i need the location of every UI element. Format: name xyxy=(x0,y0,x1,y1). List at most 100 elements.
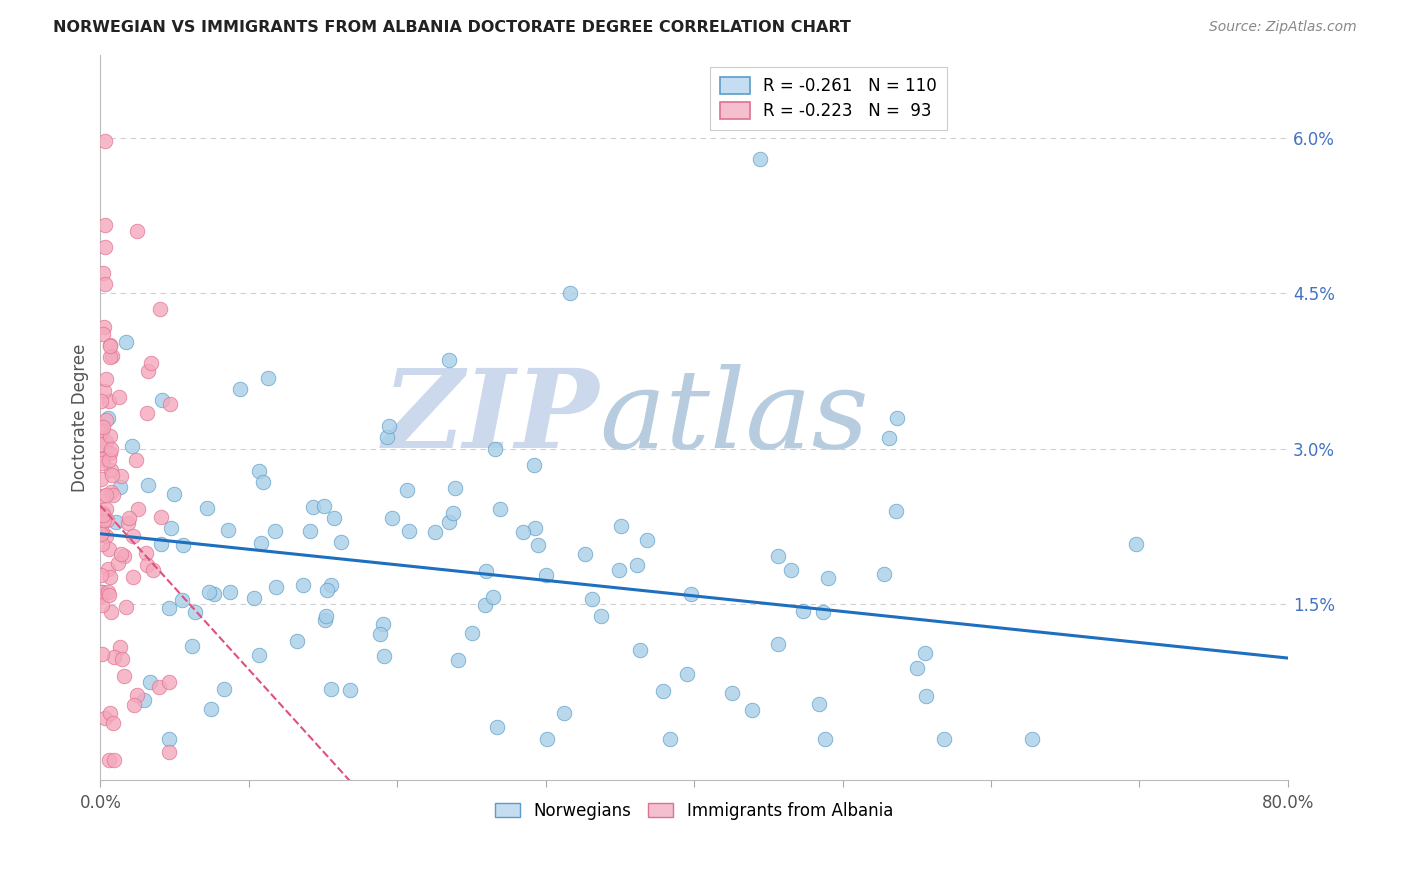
Point xyxy=(484,442,506,456)
Point xyxy=(96,513,118,527)
Point xyxy=(879,432,901,446)
Point xyxy=(107,390,129,404)
Point xyxy=(817,571,839,585)
Point xyxy=(93,384,115,398)
Point xyxy=(149,302,172,317)
Point xyxy=(91,489,114,503)
Point xyxy=(91,647,114,661)
Point xyxy=(101,487,124,501)
Point xyxy=(100,349,122,363)
Text: ZIP: ZIP xyxy=(382,364,599,472)
Point xyxy=(474,564,496,578)
Point xyxy=(100,463,122,477)
Point xyxy=(676,667,699,681)
Point xyxy=(264,580,287,594)
Point xyxy=(932,731,955,746)
Point xyxy=(243,591,266,606)
Point xyxy=(811,605,834,619)
Point xyxy=(886,504,908,518)
Point xyxy=(90,516,112,531)
Point xyxy=(149,537,172,551)
Text: NORWEGIAN VS IMMIGRANTS FROM ALBANIA DOCTORATE DEGREE CORRELATION CHART: NORWEGIAN VS IMMIGRANTS FROM ALBANIA DOC… xyxy=(53,20,851,35)
Point xyxy=(914,646,936,660)
Point xyxy=(628,643,651,657)
Point xyxy=(160,521,183,535)
Point xyxy=(558,285,581,300)
Point xyxy=(91,266,114,280)
Legend: Norwegians, Immigrants from Albania: Norwegians, Immigrants from Albania xyxy=(489,795,900,826)
Point xyxy=(330,535,353,549)
Point xyxy=(437,515,460,529)
Point xyxy=(90,527,112,541)
Point xyxy=(314,613,336,627)
Point xyxy=(136,558,159,573)
Point xyxy=(679,587,702,601)
Point xyxy=(607,563,630,577)
Point xyxy=(256,371,278,385)
Point xyxy=(749,152,772,166)
Point xyxy=(115,600,138,615)
Point xyxy=(184,605,207,619)
Point xyxy=(524,521,547,535)
Point xyxy=(107,556,129,570)
Point xyxy=(1021,731,1043,746)
Point xyxy=(905,661,928,675)
Point xyxy=(91,508,114,523)
Point xyxy=(523,458,546,472)
Point xyxy=(766,549,789,563)
Point xyxy=(132,693,155,707)
Point xyxy=(148,680,170,694)
Point xyxy=(98,706,121,720)
Point xyxy=(125,224,148,238)
Point xyxy=(94,711,117,725)
Point xyxy=(1125,537,1147,551)
Point xyxy=(291,577,314,591)
Point xyxy=(90,456,112,470)
Point xyxy=(721,685,744,699)
Text: Source: ZipAtlas.com: Source: ZipAtlas.com xyxy=(1209,20,1357,34)
Point xyxy=(91,507,114,521)
Point xyxy=(97,562,120,576)
Point xyxy=(157,745,180,759)
Point xyxy=(574,547,596,561)
Point xyxy=(108,640,131,655)
Point xyxy=(474,599,496,613)
Point xyxy=(114,334,136,349)
Point xyxy=(90,394,112,409)
Point xyxy=(792,604,814,618)
Point xyxy=(98,339,121,353)
Point xyxy=(103,753,125,767)
Point xyxy=(93,513,115,527)
Point xyxy=(768,637,790,651)
Point xyxy=(127,501,149,516)
Point xyxy=(163,487,186,501)
Point xyxy=(100,338,122,352)
Point xyxy=(100,429,122,443)
Point xyxy=(94,240,117,254)
Point xyxy=(125,452,148,467)
Point xyxy=(90,524,112,539)
Point xyxy=(94,372,117,386)
Point xyxy=(103,715,125,730)
Point xyxy=(122,529,145,543)
Point xyxy=(252,475,274,489)
Point xyxy=(94,277,117,291)
Point xyxy=(378,419,401,434)
Point xyxy=(636,533,658,547)
Point xyxy=(915,690,938,704)
Point xyxy=(121,570,143,584)
Point xyxy=(136,364,159,378)
Point xyxy=(91,425,114,439)
Point xyxy=(91,419,114,434)
Point xyxy=(96,413,118,427)
Point xyxy=(90,589,112,603)
Point xyxy=(90,568,112,582)
Point xyxy=(398,524,420,539)
Point xyxy=(247,464,270,478)
Point xyxy=(100,442,122,457)
Point xyxy=(98,350,121,364)
Point xyxy=(135,546,157,560)
Point xyxy=(157,731,180,746)
Point xyxy=(101,467,124,482)
Point xyxy=(489,502,512,516)
